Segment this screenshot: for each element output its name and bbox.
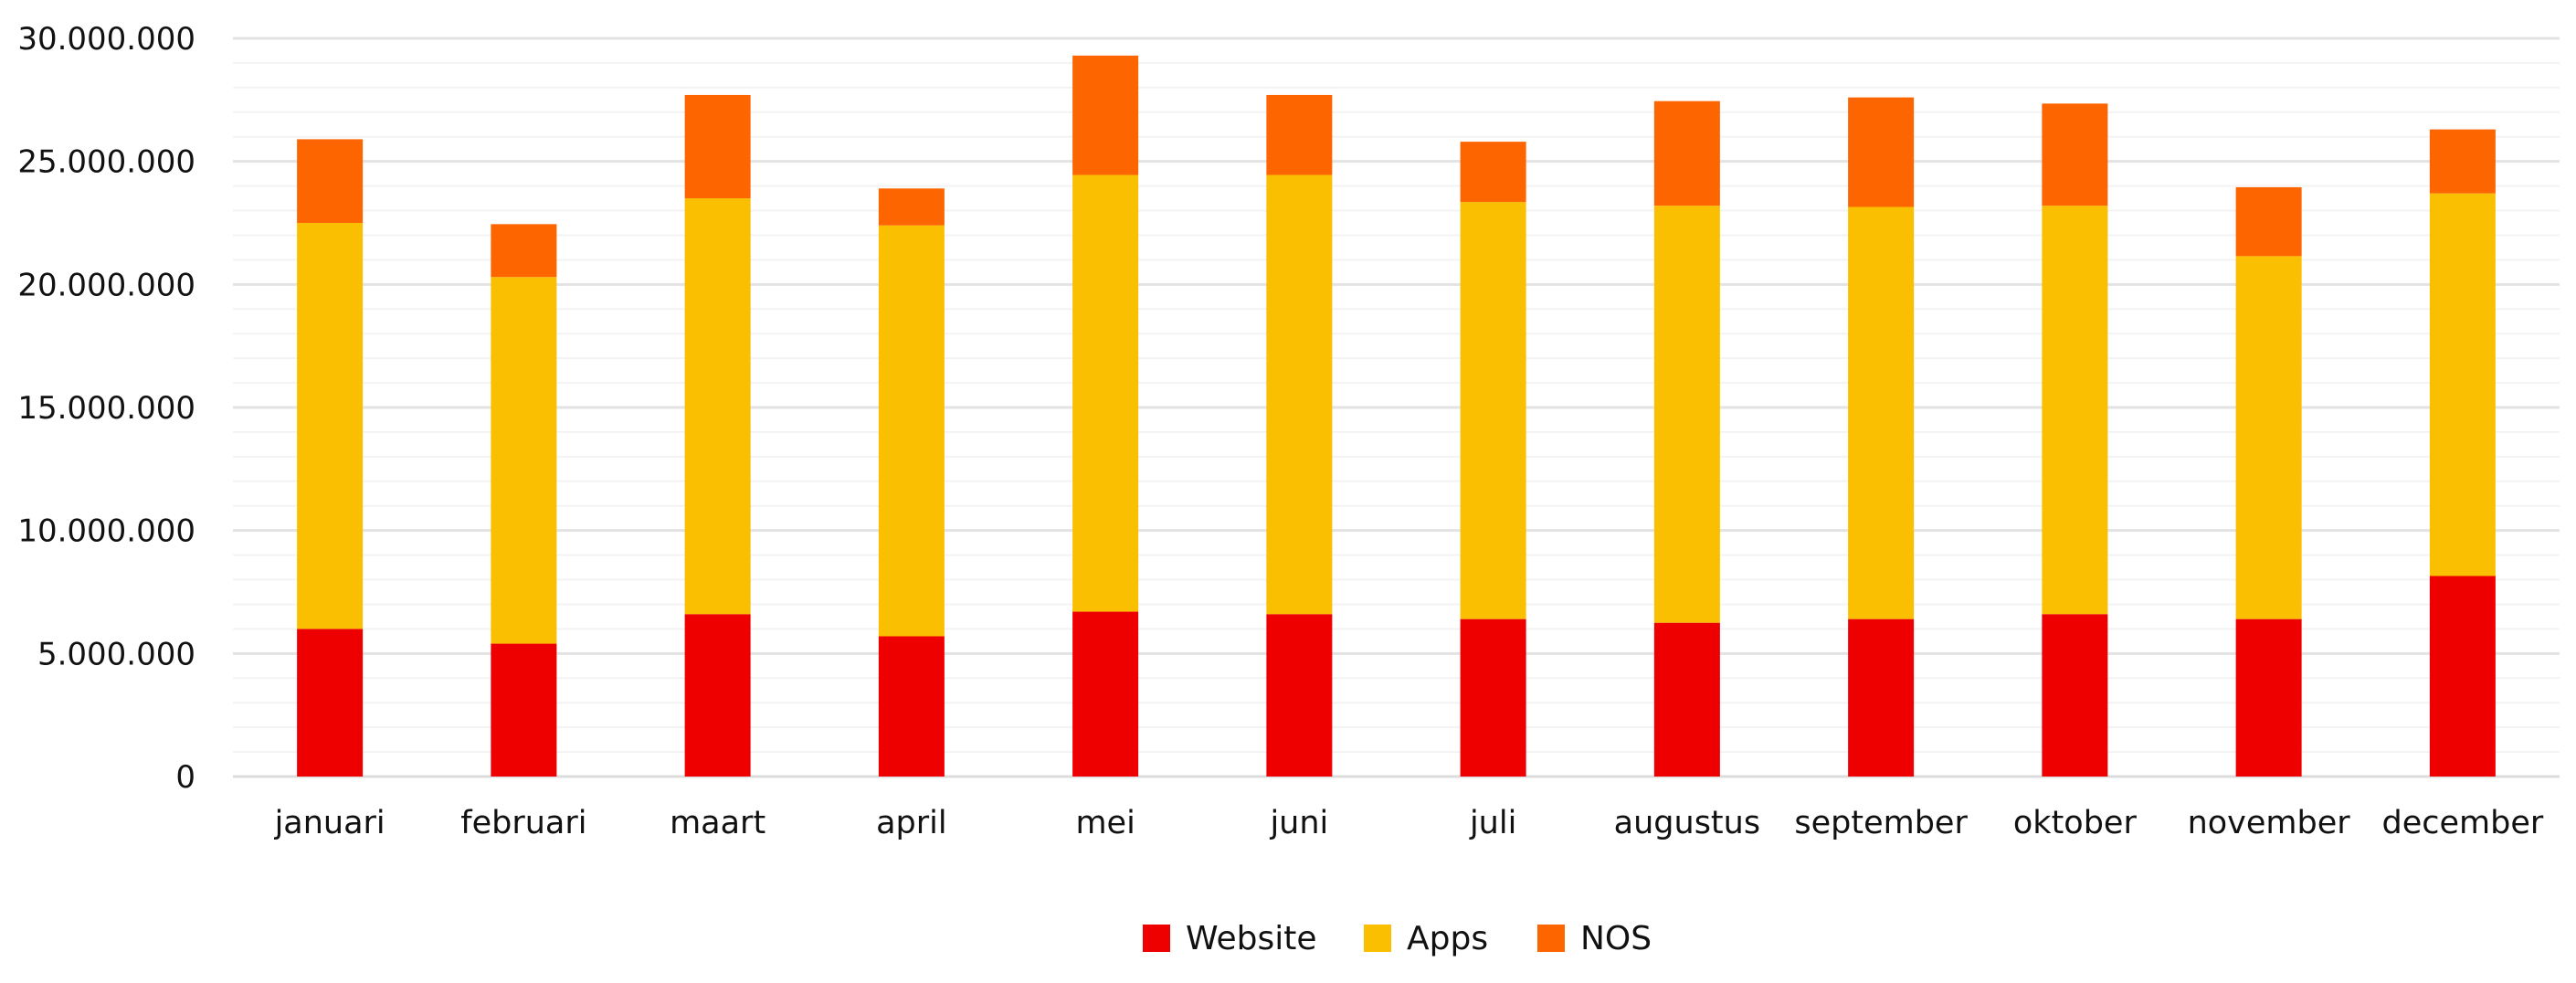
bar-segment-apps: [491, 277, 557, 644]
bar-segment-apps: [1460, 202, 1526, 619]
grid-lines: [233, 37, 2560, 778]
bar-segment-apps: [878, 225, 945, 637]
y-tick-label: 5.000.000: [37, 636, 195, 672]
y-axis: 0 5.000.000 10.000.000 15.000.000 20.000.000…: [17, 21, 195, 796]
legend-label-website: Website: [1186, 920, 1317, 957]
bar-segment-website: [297, 629, 364, 777]
bar-segment-apps: [1653, 206, 1720, 623]
bar-segment-website: [491, 643, 557, 777]
bar-segment-website: [2429, 576, 2496, 777]
x-tick-label: oktober: [2013, 805, 2138, 841]
bar-segment-website: [2235, 618, 2302, 777]
x-tick-label: september: [1794, 805, 1968, 841]
y-tick-label: 0: [175, 759, 195, 796]
x-tick-label: juli: [1469, 805, 1516, 841]
bar-segment-website: [684, 614, 751, 777]
bar-segment-nos: [1653, 100, 1720, 206]
bar-segment-website: [878, 636, 945, 777]
bar-segment-nos: [491, 224, 557, 278]
legend: Website Apps NOS: [1143, 920, 1652, 957]
y-tick-label: 30.000.000: [17, 21, 195, 58]
x-tick-label: juni: [1269, 805, 1328, 841]
bar-segment-nos: [2042, 103, 2108, 206]
x-tick-label: augustus: [1614, 805, 1760, 841]
bar-segment-website: [1266, 614, 1333, 777]
x-tick-label: februari: [460, 805, 586, 841]
bar-segment-website: [1848, 618, 1915, 777]
bar-segment-website: [1653, 622, 1720, 777]
bar-segment-apps: [297, 223, 364, 629]
bar-segment-nos: [2429, 129, 2496, 194]
y-tick-label: 10.000.000: [17, 513, 195, 550]
y-tick-label: 15.000.000: [17, 390, 195, 427]
bar-segment-apps: [1266, 174, 1333, 615]
bar-segment-apps: [2429, 193, 2496, 576]
bar-segment-apps: [2235, 256, 2302, 619]
x-tick-label: december: [2381, 805, 2543, 841]
bar-segment-website: [1072, 611, 1139, 777]
x-tick-label: november: [2188, 805, 2351, 841]
legend-swatch-apps: [1364, 925, 1391, 952]
bar-segment-nos: [878, 188, 945, 226]
bar-segment-nos: [1460, 142, 1526, 203]
bar-segment-apps: [1072, 174, 1139, 612]
bar-segment-nos: [1072, 55, 1139, 175]
bars: [297, 55, 2496, 777]
legend-swatch-nos: [1537, 925, 1565, 952]
bar-segment-website: [1460, 618, 1526, 777]
bar-segment-nos: [297, 139, 364, 223]
bar-segment-nos: [2235, 186, 2302, 257]
x-tick-label: mei: [1075, 805, 1135, 841]
bar-segment-nos: [684, 94, 751, 199]
y-tick-label: 25.000.000: [17, 144, 195, 181]
bar-segment-apps: [2042, 206, 2108, 615]
bar-segment-apps: [684, 198, 751, 615]
bar-segment-nos: [1848, 97, 1915, 207]
x-tick-label: januari: [274, 805, 385, 841]
x-tick-label: april: [876, 805, 947, 841]
legend-label-apps: Apps: [1407, 920, 1488, 957]
bar-segment-website: [2042, 614, 2108, 777]
y-tick-label: 20.000.000: [17, 267, 195, 303]
legend-label-nos: NOS: [1580, 920, 1652, 957]
legend-swatch-website: [1143, 925, 1170, 952]
bar-segment-apps: [1848, 206, 1915, 619]
x-axis: januari februari maart april mei juni juli augu…: [274, 805, 2544, 841]
x-tick-label: maart: [670, 805, 765, 841]
bar-segment-nos: [1266, 94, 1333, 175]
